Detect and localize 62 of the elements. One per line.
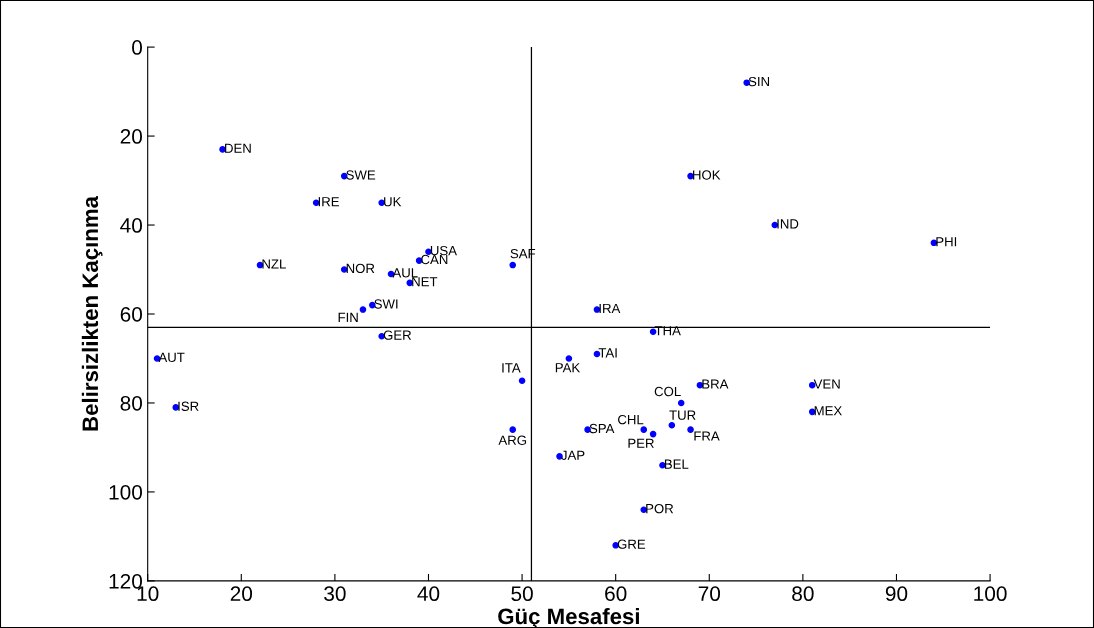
annotation: GER (383, 330, 412, 340)
x-axis-title: Güç Mesafesi (498, 607, 639, 628)
annotation: POR (646, 503, 674, 514)
annotation: MEX (814, 406, 842, 416)
x-tick-label: 90 (885, 586, 908, 602)
annotation: COL (654, 386, 681, 397)
point (359, 306, 367, 313)
y-tick-label: 20 (120, 129, 143, 144)
annotation: SPA (589, 423, 615, 434)
annotation: JAP (561, 450, 585, 460)
annotation: DEN (225, 143, 251, 153)
annotation: VEN (813, 379, 840, 389)
y-tick-label: 80 (120, 395, 143, 411)
annotation: FIN (338, 312, 358, 322)
annotation: UK (384, 197, 402, 207)
annotation: IRA (599, 303, 621, 313)
annotation: IND (777, 219, 799, 229)
point (509, 426, 517, 433)
annotation: PHI (936, 237, 957, 247)
annotation: USA (430, 245, 457, 256)
annotation: GRE (617, 539, 646, 549)
point (677, 399, 685, 407)
annotation: NZL (262, 259, 286, 269)
annotation: ARG (498, 435, 527, 445)
y-tick-label: 0 (132, 40, 143, 55)
annotation: NET (412, 277, 438, 287)
annotation: HOK (693, 170, 721, 180)
x-tick-label: 100 (974, 586, 1007, 602)
x-tick-label: 70 (698, 586, 721, 602)
annotation: BRA (702, 379, 729, 389)
annotation: AUT (158, 352, 185, 363)
annotation: NOR (346, 263, 375, 274)
x-tick-label: 60 (605, 586, 627, 602)
annotation: CHL (618, 414, 644, 425)
annotation: PAK (555, 363, 581, 373)
y-tick-label: 40 (120, 218, 143, 233)
annotation: CAN (421, 254, 448, 265)
annotation: IRE (318, 197, 339, 207)
annotation: SWE (346, 170, 376, 180)
x-tick-label: 50 (511, 586, 533, 602)
x-tick-label: 80 (792, 586, 814, 602)
y-axis-title: Belirsizlikten Kaçınma (81, 195, 103, 431)
point (687, 426, 694, 433)
annotation: ITA (502, 363, 521, 373)
x-tick-label: 20 (230, 586, 253, 602)
point (509, 261, 517, 269)
x-tick-label: 30 (324, 586, 346, 602)
point (649, 430, 657, 438)
point (518, 377, 526, 385)
y-tick-label: 100 (109, 484, 143, 500)
annotation: SWI (374, 299, 398, 309)
annotation: SIN (748, 76, 770, 87)
point (668, 421, 676, 429)
annotation: BEL (664, 459, 689, 469)
x-tick-label: 40 (417, 586, 440, 602)
y-tick-label: 60 (120, 307, 143, 322)
point (640, 426, 648, 433)
annotation: PER (628, 438, 654, 448)
annotation: FRA (694, 431, 720, 441)
annotation: TUR (669, 410, 696, 420)
annotation: ISR (178, 401, 199, 411)
point (565, 355, 573, 362)
